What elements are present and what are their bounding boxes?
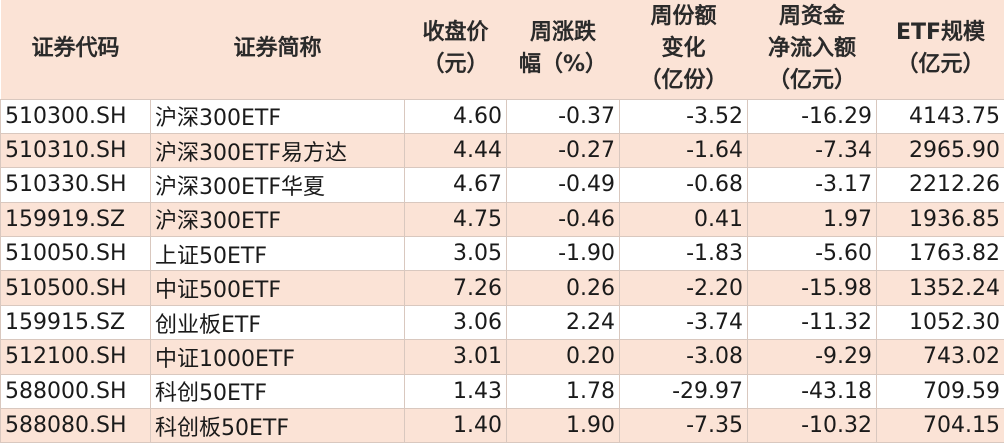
header-weekly-change: 周涨跌 幅（%） (518, 20, 608, 78)
table-row: 512100.SH 中证1000ETF 3.01 0.20 -3.08 -9.2… (0, 339, 1004, 375)
cell-share-change: -2.20 (619, 270, 748, 306)
header-row: 证券代码 证券简称 收盘价 （元） 周涨跌 幅（%） 周份额 变化 （亿份） 周… (0, 0, 1004, 99)
table-row: 588080.SH 科创板50ETF 1.40 1.90 -7.35 -10.3… (0, 408, 1004, 443)
table-row: 159915.SZ 创业板ETF 3.06 2.24 -3.74 -11.32 … (0, 304, 1004, 341)
cell-share-change: -3.74 (619, 304, 748, 341)
header-weekly-net-inflow: 周资金 净流入额 （亿元） (767, 4, 856, 94)
cell-security-code: 512100.SH (0, 339, 151, 375)
cell-security-code: 159919.SZ (0, 201, 151, 238)
cell-net-inflow: -10.32 (747, 408, 877, 443)
cell-net-inflow: -7.34 (747, 132, 877, 169)
table-row: 588000.SH 科创50ETF 1.43 1.78 -29.97 -43.1… (0, 373, 1004, 410)
cell-etf-size: 1763.82 (876, 236, 1004, 272)
cell-security-name: 创业板ETF (150, 304, 405, 341)
cell-security-name: 沪深300ETF易方达 (150, 132, 405, 169)
table-row: 510330.SH 沪深300ETF华夏 4.67 -0.49 -0.68 -3… (0, 167, 1004, 203)
cell-etf-size: 1936.85 (876, 201, 1004, 238)
cell-net-inflow: -11.32 (747, 304, 877, 341)
cell-close-price: 3.06 (404, 304, 507, 341)
cell-share-change: -1.64 (619, 132, 748, 169)
cell-close-price: 4.60 (404, 98, 507, 134)
cell-security-name: 中证1000ETF (150, 339, 405, 375)
cell-weekly-change: -0.46 (506, 201, 620, 238)
cell-etf-size: 4143.75 (876, 98, 1004, 134)
cell-net-inflow: -3.17 (747, 167, 877, 203)
cell-security-code: 510500.SH (0, 270, 151, 306)
cell-close-price: 4.67 (404, 167, 507, 203)
cell-etf-size: 1052.30 (876, 304, 1004, 341)
cell-share-change: -1.83 (619, 236, 748, 272)
cell-weekly-change: 2.24 (506, 304, 620, 341)
cell-weekly-change: 1.78 (506, 373, 620, 410)
cell-security-name: 上证50ETF (150, 236, 405, 272)
cell-weekly-change: -0.37 (506, 98, 620, 134)
cell-net-inflow: 1.97 (747, 201, 877, 238)
cell-security-code: 588000.SH (0, 373, 151, 410)
cell-net-inflow: -15.98 (747, 270, 877, 306)
cell-weekly-change: -0.49 (506, 167, 620, 203)
header-etf-size: ETF规模 （亿元） (895, 20, 986, 78)
cell-net-inflow: -16.29 (747, 98, 877, 134)
cell-weekly-change: -1.90 (506, 236, 620, 272)
cell-share-change: -7.35 (619, 408, 748, 443)
cell-security-code: 588080.SH (0, 408, 151, 443)
table-row: 159919.SZ 沪深300ETF 4.75 -0.46 0.41 1.97 … (0, 201, 1004, 238)
header-security-code: 证券代码 (31, 36, 120, 62)
cell-net-inflow: -9.29 (747, 339, 877, 375)
cell-net-inflow: -5.60 (747, 236, 877, 272)
cell-close-price: 3.05 (404, 236, 507, 272)
cell-security-name: 沪深300ETF华夏 (150, 167, 405, 203)
cell-close-price: 4.75 (404, 201, 507, 238)
cell-net-inflow: -43.18 (747, 373, 877, 410)
cell-close-price: 4.44 (404, 132, 507, 169)
cell-security-name: 沪深300ETF (150, 201, 405, 238)
cell-share-change: -0.68 (619, 167, 748, 203)
cell-etf-size: 709.59 (876, 373, 1004, 410)
cell-security-code: 510050.SH (0, 236, 151, 272)
cell-weekly-change: -0.27 (506, 132, 620, 169)
cell-weekly-change: 0.26 (506, 270, 620, 306)
cell-security-code: 510330.SH (0, 167, 151, 203)
table-row: 510050.SH 上证50ETF 3.05 -1.90 -1.83 -5.60… (0, 236, 1004, 272)
table-header: 证券代码 证券简称 收盘价 （元） 周涨跌 幅（%） 周份额 变化 （亿份） 周… (0, 0, 1004, 99)
table-row: 510300.SH 沪深300ETF 4.60 -0.37 -3.52 -16.… (0, 98, 1004, 134)
cell-security-code: 510300.SH (0, 98, 151, 134)
cell-security-name: 沪深300ETF (150, 98, 405, 134)
cell-etf-size: 1352.24 (876, 270, 1004, 306)
cell-close-price: 7.26 (404, 270, 507, 306)
cell-weekly-change: 0.20 (506, 339, 620, 375)
cell-etf-size: 2212.26 (876, 167, 1004, 203)
cell-etf-size: 2965.90 (876, 132, 1004, 169)
cell-security-name: 中证500ETF (150, 270, 405, 306)
cell-etf-size: 743.02 (876, 339, 1004, 375)
header-weekly-share-change: 周份额 变化 （亿份） (639, 4, 728, 94)
cell-close-price: 3.01 (404, 339, 507, 375)
cell-weekly-change: 1.90 (506, 408, 620, 443)
cell-share-change: -29.97 (619, 373, 748, 410)
cell-security-code: 510310.SH (0, 132, 151, 169)
cell-share-change: -3.52 (619, 98, 748, 134)
table-row: 510310.SH 沪深300ETF易方达 4.44 -0.27 -1.64 -… (0, 132, 1004, 169)
table-row: 510500.SH 中证500ETF 7.26 0.26 -2.20 -15.9… (0, 270, 1004, 306)
cell-share-change: 0.41 (619, 201, 748, 238)
header-close-price: 收盘价 （元） (422, 20, 489, 78)
cell-etf-size: 704.15 (876, 408, 1004, 443)
cell-close-price: 1.40 (404, 408, 507, 443)
header-security-name: 证券简称 (233, 36, 322, 62)
cell-close-price: 1.43 (404, 373, 507, 410)
cell-share-change: -3.08 (619, 339, 748, 375)
table-body: 510300.SH 沪深300ETF 4.60 -0.37 -3.52 -16.… (0, 98, 1004, 443)
cell-security-code: 159915.SZ (0, 304, 151, 341)
cell-security-name: 科创板50ETF (150, 408, 405, 443)
cell-security-name: 科创50ETF (150, 373, 405, 410)
